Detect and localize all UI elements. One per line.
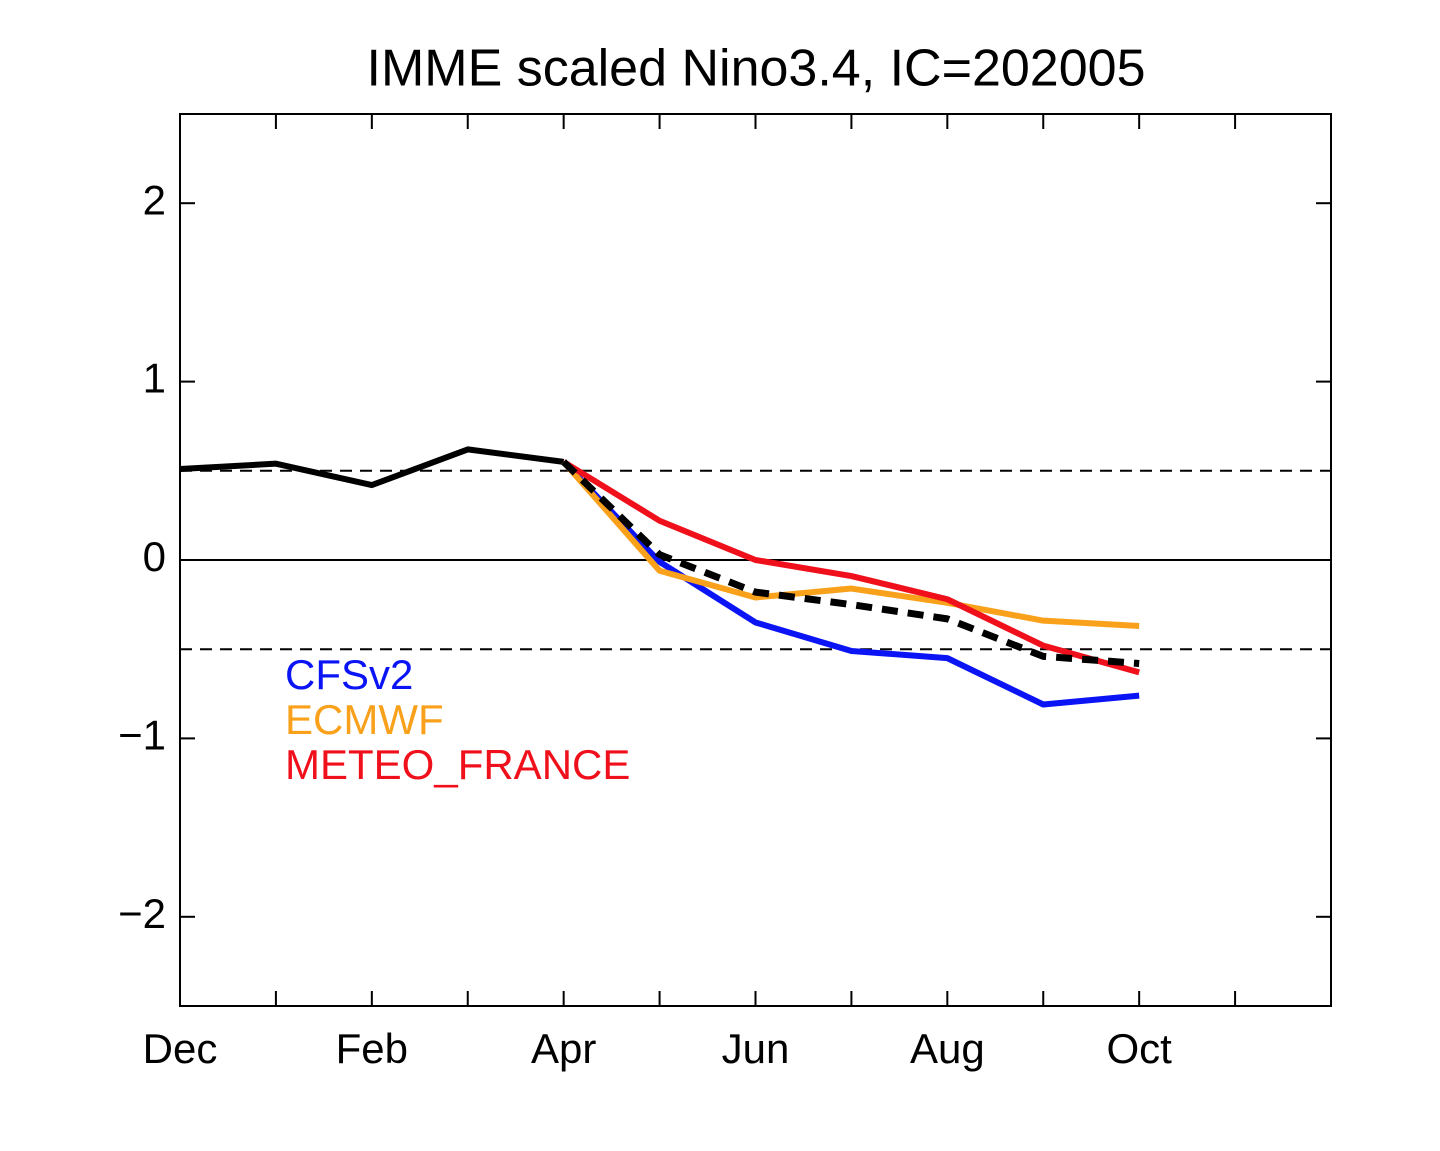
y-tick-label: −1	[118, 711, 166, 758]
series-line	[179, 446, 565, 489]
x-tick-label: Aug	[910, 1025, 985, 1072]
x-tick-label: Apr	[531, 1025, 596, 1072]
x-tick-label: Dec	[143, 1025, 218, 1072]
legend-label: METEO_FRANCE	[285, 741, 630, 788]
series-line	[561, 459, 1140, 630]
plot-frame	[179, 113, 1332, 1007]
series-line	[561, 459, 1140, 708]
x-tick-label: Feb	[336, 1025, 408, 1072]
y-tick-label: −2	[118, 890, 166, 937]
x-tick-label: Jun	[722, 1025, 790, 1072]
series-line	[562, 459, 1140, 676]
y-tick-label: 1	[143, 355, 166, 402]
legend-label: CFSv2	[285, 651, 413, 698]
series-line	[561, 459, 1140, 667]
y-tick-label: 2	[143, 176, 166, 223]
legend-label: ECMWF	[285, 696, 444, 743]
x-tick-label: Oct	[1106, 1025, 1172, 1072]
y-tick-label: 0	[143, 533, 166, 580]
chart-title: IMME scaled Nino3.4, IC=202005	[367, 40, 1146, 98]
